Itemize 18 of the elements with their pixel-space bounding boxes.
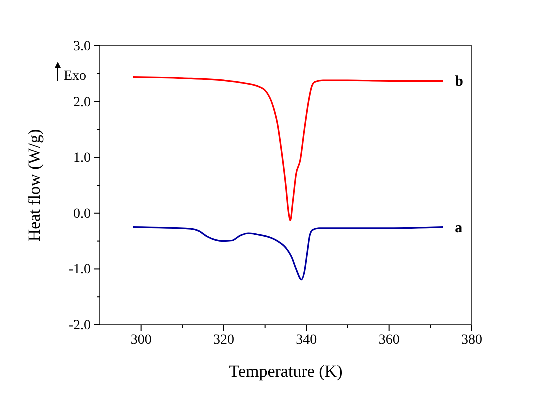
- x-tick-label: 300: [130, 332, 152, 348]
- x-tick-label: 320: [214, 332, 234, 348]
- series-label: b: [455, 74, 464, 90]
- x-tick-label: 380: [462, 332, 482, 348]
- y-axis-title: Heat flow (W/g): [25, 129, 44, 242]
- y-tick-label: -2.0: [68, 318, 91, 334]
- series-label: a: [455, 220, 464, 236]
- line-series: [132, 226, 444, 281]
- line-series: [132, 76, 444, 222]
- y-tick-label: 0.0: [74, 206, 91, 222]
- x-tick-label: 360: [378, 332, 400, 348]
- text: Exo: [64, 69, 87, 84]
- x-axis-title: Temperature (K): [229, 362, 343, 381]
- x-tick-label: 340: [296, 332, 318, 348]
- y-tick-label: 2.0: [74, 95, 91, 110]
- y-tick-label: 3.0: [74, 39, 91, 54]
- y-tick-label: 1.0: [74, 151, 91, 166]
- y-tick-label: -1.0: [68, 262, 91, 278]
